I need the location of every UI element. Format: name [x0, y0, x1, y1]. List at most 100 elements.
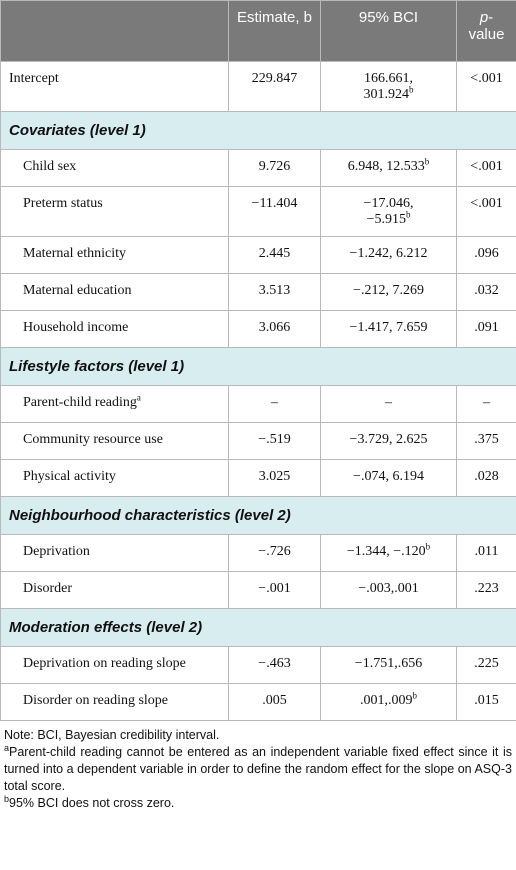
estimate-cell: 9.726: [228, 149, 321, 187]
section-title: Covariates (level 1): [0, 111, 516, 150]
bci-cell: –: [320, 385, 457, 423]
label-text: Preterm status: [23, 196, 103, 211]
p-cell: .011: [456, 534, 516, 572]
header-cell: 95% BCI: [320, 0, 457, 62]
p-cell: .375: [456, 422, 516, 460]
estimate-cell: 229.847: [228, 61, 321, 112]
bci-text: −1.417, 7.659: [349, 320, 428, 335]
data-row: Disorder on reading slope .005.001,.009b.…: [0, 683, 516, 721]
bci-cell: 6.948, 12.533b: [320, 149, 457, 187]
row-label: Deprivation on reading slope: [0, 646, 229, 684]
row-label: Household income: [0, 310, 229, 348]
p-cell: <.001: [456, 186, 516, 237]
estimate-cell: 3.025: [228, 459, 321, 497]
footnote: b95% BCI does not cross zero.: [4, 794, 512, 812]
bci-cell: −.003,.001: [320, 571, 457, 609]
row-label: Disorder on reading slope: [0, 683, 229, 721]
data-row: Deprivation −.726 −1.344, −.120b .011: [0, 534, 516, 572]
footnote-mark: b: [409, 84, 414, 95]
bci-cell: −1.242, 6.212: [320, 236, 457, 274]
p-cell: .223: [456, 571, 516, 609]
data-row: Child sex 9.726 6.948, 12.533b <.001: [0, 149, 516, 187]
bci-cell: −1.344, −.120b: [320, 534, 457, 572]
label-text: Disorder: [23, 581, 72, 596]
bci-text: −17.046, −5.915: [363, 196, 414, 227]
label-text: Maternal education: [23, 283, 132, 298]
estimate-cell: −.726: [228, 534, 321, 572]
header-cell: [0, 0, 229, 62]
label-text: Parent-child reading: [23, 395, 137, 410]
bci-cell: .001,.009b: [320, 683, 457, 721]
row-label: Maternal education: [0, 273, 229, 311]
footnote-mark: b: [424, 156, 430, 167]
results-table: Estimate, b 95% BCI p-value Intercept 229…: [0, 0, 516, 721]
bci-cell: −.212, 7.269: [320, 273, 457, 311]
estimate-cell: −.463: [228, 646, 321, 684]
p-cell: <.001: [456, 61, 516, 112]
data-row: Physical activity 3.025 −.074, 6.194 .028: [0, 459, 516, 497]
estimate-cell: −11.404: [228, 186, 321, 237]
p-cell: <.001: [456, 149, 516, 187]
section-row: Neighbourhood characteristics (level 2): [0, 496, 516, 535]
estimate-cell: −.001: [228, 571, 321, 609]
estimate-cell: .005: [228, 683, 321, 721]
label-text: Community resource use: [23, 432, 163, 447]
data-row: Household income 3.066 −1.417, 7.659 .091: [0, 310, 516, 348]
footnote-mark: b: [412, 690, 418, 701]
data-row: Maternal ethnicity 2.445 −1.242, 6.212 .096: [0, 236, 516, 274]
header-row: Estimate, b 95% BCI p-value: [0, 0, 516, 62]
bci-text: −1.242, 6.212: [349, 246, 428, 261]
row-label: Disorder: [0, 571, 229, 609]
p-cell: .096: [456, 236, 516, 274]
footnote: aParent-child reading cannot be entered …: [4, 742, 512, 795]
header-cell: p-value: [456, 0, 516, 62]
label-text: Household income: [23, 320, 129, 335]
row-label: Community resource use: [0, 422, 229, 460]
row-label: Physical activity: [0, 459, 229, 497]
label-text: Intercept: [9, 71, 59, 86]
data-row: Parent-child readinga – – –: [0, 385, 516, 423]
bci-text: −.003,.001: [358, 581, 419, 596]
p-cell: .091: [456, 310, 516, 348]
header-cell: Estimate, b: [228, 0, 321, 62]
bci-cell: −3.729, 2.625: [320, 422, 457, 460]
data-row: Deprivation on reading slope −.463 −1.751,…: [0, 646, 516, 684]
estimate-cell: −.519: [228, 422, 321, 460]
data-row: Intercept 229.847 166.661, 301.924b <.001: [0, 61, 516, 112]
label-text: Deprivation on reading slope: [23, 656, 186, 671]
table-body: Intercept 229.847 166.661, 301.924b <.001 Co…: [0, 61, 516, 721]
row-label: Parent-child readinga: [0, 385, 229, 423]
section-row: Lifestyle factors (level 1): [0, 347, 516, 386]
bci-cell: −17.046, −5.915b: [320, 186, 457, 237]
p-cell: .028: [456, 459, 516, 497]
bci-cell: −1.751,.656: [320, 646, 457, 684]
estimate-cell: 3.513: [228, 273, 321, 311]
bci-text: 166.661, 301.924: [363, 71, 414, 102]
data-row: Preterm status −11.404 −17.046, −5.915b <.0…: [0, 186, 516, 237]
section-row: Moderation effects (level 2): [0, 608, 516, 647]
footnote-mark: b: [405, 209, 411, 220]
data-row: Maternal education 3.513 −.212, 7.269 .032: [0, 273, 516, 311]
p-cell: .225: [456, 646, 516, 684]
data-row: Community resource use −.519 −3.729, 2.625…: [0, 422, 516, 460]
p-cell: .015: [456, 683, 516, 721]
section-title: Neighbourhood characteristics (level 2): [0, 496, 516, 535]
data-row: Disorder −.001 −.003,.001 .223: [0, 571, 516, 609]
row-label: Intercept: [0, 61, 229, 112]
footnote-mark: a: [4, 742, 10, 753]
label-text: Maternal ethnicity: [23, 246, 127, 261]
p-cell: –: [456, 385, 516, 423]
footnote-text: 95% BCI does not cross zero.: [9, 796, 175, 810]
section-row: Covariates (level 1): [0, 111, 516, 150]
row-label: Maternal ethnicity: [0, 236, 229, 274]
bci-cell: −.074, 6.194: [320, 459, 457, 497]
bci-text: −1.751,.656: [354, 656, 423, 671]
label-text: Child sex: [23, 159, 77, 174]
section-title: Moderation effects (level 2): [0, 608, 516, 647]
p-cell: .032: [456, 273, 516, 311]
label-text: Physical activity: [23, 469, 116, 484]
bci-text: −1.344, −.120: [346, 544, 426, 559]
header-italic: p: [479, 9, 489, 26]
header-text: -value: [468, 9, 505, 43]
